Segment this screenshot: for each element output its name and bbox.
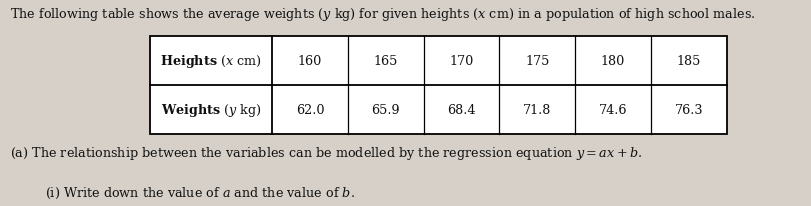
Text: 76.3: 76.3 xyxy=(674,103,702,116)
Text: 170: 170 xyxy=(448,55,473,68)
Text: 74.6: 74.6 xyxy=(598,103,627,116)
Text: 185: 185 xyxy=(676,55,700,68)
Text: (a) The relationship between the variables can be modelled by the regression equ: (a) The relationship between the variabl… xyxy=(10,144,642,161)
Text: 71.8: 71.8 xyxy=(522,103,551,116)
Text: (i) Write down the value of $a$ and the value of $b$.: (i) Write down the value of $a$ and the … xyxy=(45,185,354,200)
Text: 180: 180 xyxy=(600,55,624,68)
Text: The following table shows the average weights ($y$ kg) for given heights ($x$ cm: The following table shows the average we… xyxy=(10,6,754,23)
Text: $\mathbf{Heights}$ ($x$ cm): $\mathbf{Heights}$ ($x$ cm) xyxy=(160,53,262,70)
Text: $\mathbf{Weights}$ ($y$ kg): $\mathbf{Weights}$ ($y$ kg) xyxy=(161,101,261,118)
Text: 165: 165 xyxy=(373,55,397,68)
Text: 62.0: 62.0 xyxy=(295,103,324,116)
Text: 160: 160 xyxy=(298,55,322,68)
Text: 68.4: 68.4 xyxy=(447,103,475,116)
Bar xyxy=(150,37,726,134)
Text: 65.9: 65.9 xyxy=(371,103,400,116)
Text: 175: 175 xyxy=(525,55,549,68)
